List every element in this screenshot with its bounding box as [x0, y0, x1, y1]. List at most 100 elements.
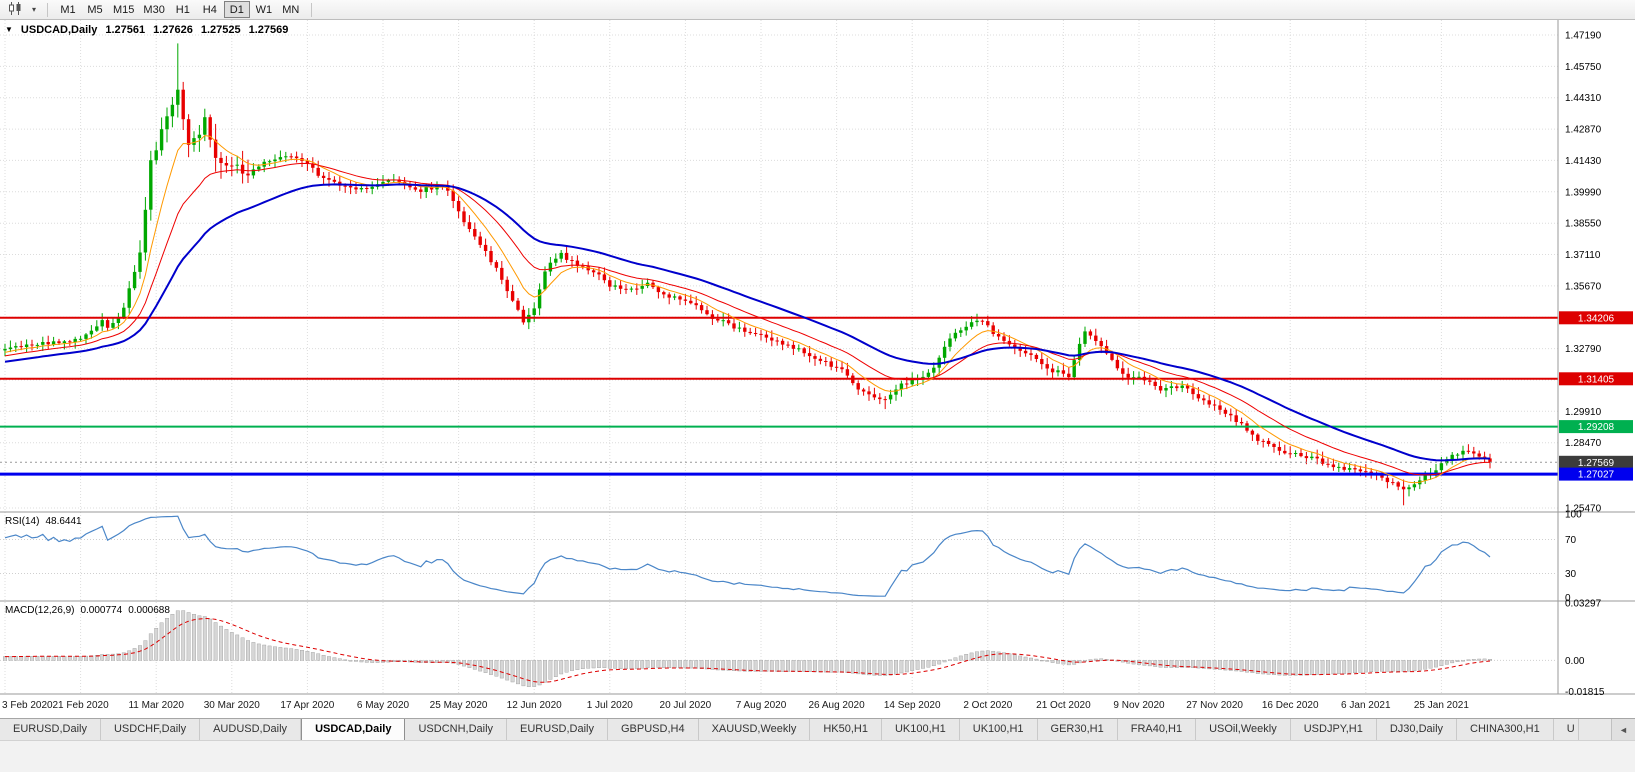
chart-tab-usdcnh-daily[interactable]: USDCNH,Daily: [405, 719, 508, 740]
date-axis-label: 11 Mar 2020: [128, 700, 184, 711]
date-axis-label: 21 Feb 2020: [53, 700, 110, 711]
tab-scroll-left-button[interactable]: ◄: [1611, 719, 1635, 740]
ma-mid-red-line: [4, 162, 1490, 476]
price-axis-label: 1.35670: [1565, 281, 1602, 292]
candles-layer: [3, 43, 1492, 506]
price-axis-label: 1.25470: [1565, 504, 1602, 515]
price-tag-label: 1.27027: [1578, 470, 1615, 481]
chart-tab-audusd-daily[interactable]: AUDUSD,Daily: [200, 719, 302, 740]
price-tag-label: 1.34206: [1578, 313, 1615, 324]
macd-axis-label: 0.03297: [1565, 599, 1602, 610]
date-axis-label: 14 Sep 2020: [884, 700, 941, 711]
chart-tab-hk50-h1[interactable]: HK50,H1: [810, 719, 882, 740]
scroll-left-icon: ◄: [1619, 724, 1628, 735]
date-axis-label: 6 May 2020: [357, 700, 410, 711]
date-axis-label: 7 Aug 2020: [736, 700, 787, 711]
toolbar-separator: [47, 2, 49, 17]
date-axis-label: 17 Apr 2020: [280, 700, 334, 711]
timeframe-button-w1[interactable]: W1: [251, 1, 277, 18]
chart-tab-u[interactable]: U: [1554, 719, 1579, 740]
price-axis-label: 1.44310: [1565, 93, 1602, 104]
date-axis-label: 16 Dec 2020: [1262, 700, 1319, 711]
price-tag-label: 1.29208: [1578, 422, 1615, 433]
timeframe-button-m5[interactable]: M5: [82, 1, 108, 18]
chart-canvas[interactable]: 1.47190 1.45750 1.44310 1.42870 1.41430 1.399…: [0, 20, 1635, 718]
price-axis-label: 1.45750: [1565, 62, 1602, 73]
chart-tab-xauusd-weekly[interactable]: XAUUSD,Weekly: [699, 719, 811, 740]
rsi-axis-label: 30: [1565, 569, 1577, 580]
collapse-triangle-icon[interactable]: ▼: [5, 25, 13, 34]
chart-tabs: EURUSD,Daily USDCHF,Daily AUDUSD,Daily USDC…: [0, 719, 1579, 740]
price-axis-label: 1.38550: [1565, 219, 1602, 230]
date-axis-label: 6 Jan 2021: [1341, 700, 1391, 711]
candlestick-chart-icon: [8, 1, 22, 18]
chevron-down-icon: ▾: [32, 4, 37, 14]
date-axis-label: 2 Oct 2020: [963, 700, 1012, 711]
timeframe-button-m1[interactable]: M1: [55, 1, 81, 18]
price-axis-label: 1.47190: [1565, 31, 1602, 42]
price-axis-label: 1.32790: [1565, 344, 1602, 355]
price-axis-label: 1.39990: [1565, 187, 1602, 198]
timeframe-button-mn[interactable]: MN: [278, 1, 304, 18]
date-axis-label: 1 Jul 2020: [587, 700, 634, 711]
chart-tab-china300-h1[interactable]: CHINA300,H1: [1457, 719, 1554, 740]
chart-tab-eurusd-daily[interactable]: EURUSD,Daily: [0, 719, 101, 740]
status-bar: [0, 740, 1635, 772]
timeframe-button-h4[interactable]: H4: [197, 1, 223, 18]
chart-tab-fra40-h1[interactable]: FRA40,H1: [1118, 719, 1197, 740]
date-axis-label: 21 Oct 2020: [1036, 700, 1091, 711]
price-axis-label: 1.28470: [1565, 438, 1602, 449]
rsi-axis-label: 100: [1565, 510, 1582, 521]
grid-layer: [0, 20, 1558, 694]
toolbar-separator: [310, 2, 312, 17]
chart-tab-uk100-h1[interactable]: UK100,H1: [882, 719, 960, 740]
timeframe-button-group: M1 M5 M15 M30 H1 H4 D1 W1 MN: [55, 1, 304, 18]
date-axis-label: 20 Jul 2020: [660, 700, 712, 711]
macd-signal-line: [5, 617, 1491, 683]
chart-tab-gbpusd-h4[interactable]: GBPUSD,H4: [608, 719, 699, 740]
timeframe-button-h1[interactable]: H1: [170, 1, 196, 18]
date-axis-label: 12 Jun 2020: [507, 700, 562, 711]
chart-tab-usdcad-daily[interactable]: USDCAD,Daily: [301, 719, 406, 740]
chart-tab-eurusd-daily[interactable]: EURUSD,Daily: [507, 719, 608, 740]
date-axis-label: 30 Mar 2020: [204, 700, 261, 711]
price-axis-label: 1.41430: [1565, 156, 1602, 167]
price-axis-label: 1.37110: [1565, 250, 1601, 261]
chart-type-dropdown-button[interactable]: ▾: [28, 1, 40, 18]
chart-tab-dj30-daily[interactable]: DJ30,Daily: [1377, 719, 1458, 740]
chart-tab-uk100-h1[interactable]: UK100,H1: [960, 719, 1038, 740]
date-axis-label: 25 Jan 2021: [1414, 700, 1469, 711]
chart-tab-usoil-weekly[interactable]: USOil,Weekly: [1196, 719, 1291, 740]
date-axis-label: 25 May 2020: [430, 700, 488, 711]
rsi-axis-label: 70: [1565, 535, 1577, 546]
price-axis-label: 1.29910: [1565, 407, 1602, 418]
macd-histogram: [3, 610, 1492, 687]
ma-slow-blue-line: [4, 183, 1491, 462]
price-tag-1.27027: [1559, 467, 1633, 481]
chart-tab-bar: EURUSD,Daily USDCHF,Daily AUDUSD,Daily USDC…: [0, 718, 1635, 740]
date-axis-label: 27 Nov 2020: [1186, 700, 1243, 711]
timeframe-button-d1[interactable]: D1: [223, 1, 250, 18]
timeframe-button-m30[interactable]: M30: [139, 1, 168, 18]
price-tag-label: 1.27569: [1578, 458, 1615, 469]
price-axis-label: 1.42870: [1565, 125, 1602, 136]
price-chart[interactable]: 1.47190 1.45750 1.44310 1.42870 1.41430 1.399…: [0, 20, 1635, 718]
chart-tab-ger30-h1[interactable]: GER30,H1: [1038, 719, 1118, 740]
price-tag-label: 1.31405: [1578, 374, 1615, 385]
chart-tab-usdjpy-h1[interactable]: USDJPY,H1: [1291, 719, 1377, 740]
timeframe-button-m15[interactable]: M15: [109, 1, 138, 18]
price-tag-1.34206: [1559, 311, 1633, 325]
macd-axis-label: -0.01815: [1565, 687, 1605, 698]
price-tag-1.31405: [1559, 372, 1633, 386]
macd-axis-label: 0.00: [1565, 656, 1585, 667]
ma-fast-orange-line: [4, 134, 1491, 484]
date-axis-label: 3 Feb 2020: [2, 700, 53, 711]
timeframe-toolbar: ▾ M1 M5 M15 M30 H1 H4 D1 W1 MN: [0, 0, 1635, 20]
price-tag-1.29208: [1559, 420, 1633, 434]
rsi-axis-label: 0: [1565, 593, 1571, 604]
price-tag-1.27569: [1559, 455, 1633, 469]
rsi-line: [4, 515, 1491, 597]
chart-type-button[interactable]: [4, 1, 26, 18]
chart-tab-usdchf-daily[interactable]: USDCHF,Daily: [101, 719, 201, 740]
